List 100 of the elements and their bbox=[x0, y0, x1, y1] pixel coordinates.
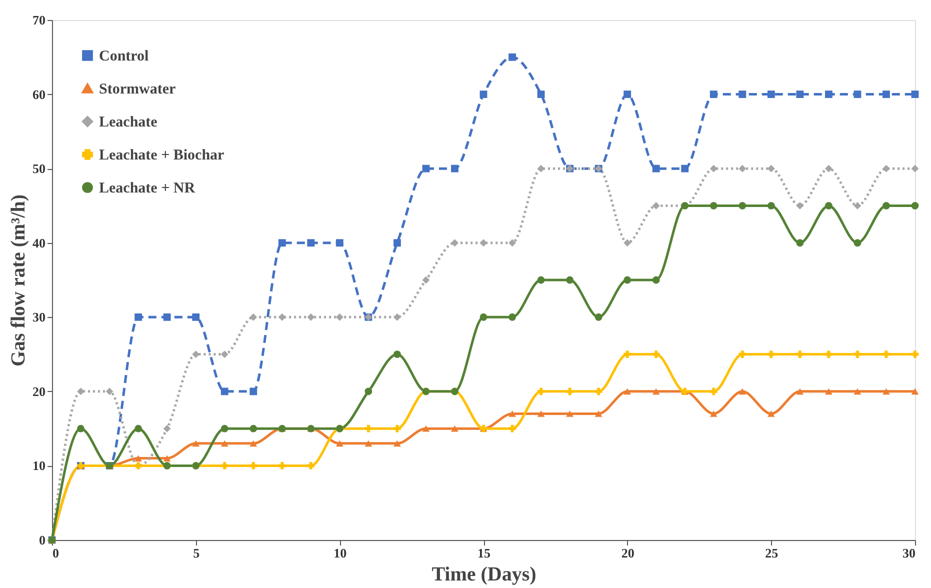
point bbox=[624, 388, 632, 395]
point bbox=[250, 388, 258, 396]
legend-label: Stormwater bbox=[99, 82, 176, 98]
point bbox=[911, 350, 919, 358]
point bbox=[681, 164, 689, 172]
y-axis-title: Gas flow rate (m³/h) bbox=[8, 194, 30, 367]
point bbox=[566, 388, 574, 396]
x-tick-label: 30 bbox=[902, 546, 916, 560]
point bbox=[508, 313, 516, 321]
point bbox=[710, 388, 718, 396]
y-tick-label: 70 bbox=[32, 12, 46, 28]
point bbox=[422, 164, 430, 172]
x-tick-label: 0 bbox=[52, 546, 59, 560]
point bbox=[824, 164, 832, 172]
point bbox=[393, 239, 401, 247]
point bbox=[594, 313, 602, 321]
point bbox=[364, 440, 372, 447]
point bbox=[710, 164, 718, 172]
point bbox=[508, 410, 516, 417]
point bbox=[854, 388, 862, 395]
point bbox=[134, 424, 142, 432]
point bbox=[854, 202, 862, 210]
point bbox=[767, 164, 775, 172]
point bbox=[624, 239, 632, 247]
point bbox=[278, 239, 286, 247]
point bbox=[422, 425, 430, 432]
point bbox=[738, 350, 746, 358]
point bbox=[451, 239, 458, 247]
point bbox=[307, 313, 315, 321]
point bbox=[624, 90, 632, 98]
point bbox=[77, 424, 84, 432]
point bbox=[854, 90, 862, 98]
point bbox=[393, 440, 401, 447]
point bbox=[652, 276, 660, 284]
point bbox=[796, 350, 804, 358]
point bbox=[508, 424, 516, 432]
point bbox=[451, 164, 458, 172]
point bbox=[738, 164, 746, 172]
point bbox=[106, 388, 114, 396]
x-tick-label: 15 bbox=[478, 546, 491, 560]
point bbox=[163, 424, 171, 432]
point bbox=[824, 388, 832, 395]
point bbox=[163, 313, 171, 321]
point bbox=[738, 202, 746, 210]
point bbox=[710, 202, 718, 210]
point bbox=[250, 424, 258, 432]
y-tick-label: 30 bbox=[32, 310, 46, 325]
point bbox=[911, 90, 919, 98]
point bbox=[336, 239, 344, 247]
point bbox=[220, 388, 228, 396]
y-tick-label: 20 bbox=[32, 384, 46, 399]
x-tick-label: 25 bbox=[765, 546, 779, 560]
point bbox=[767, 202, 775, 210]
point bbox=[192, 313, 200, 321]
point bbox=[336, 313, 344, 321]
point bbox=[710, 410, 718, 417]
point bbox=[824, 90, 832, 98]
point bbox=[882, 350, 890, 358]
point bbox=[767, 350, 775, 358]
point bbox=[882, 388, 890, 395]
point bbox=[220, 350, 228, 358]
point bbox=[796, 388, 804, 395]
point bbox=[911, 202, 919, 210]
y-tick-label: 40 bbox=[32, 235, 46, 250]
point bbox=[220, 440, 228, 447]
point bbox=[278, 462, 286, 470]
point bbox=[393, 313, 401, 321]
point bbox=[307, 239, 315, 247]
point bbox=[854, 350, 862, 358]
point bbox=[624, 276, 632, 284]
point bbox=[537, 388, 545, 396]
point bbox=[566, 410, 574, 417]
point bbox=[393, 424, 401, 432]
point bbox=[192, 350, 200, 358]
point bbox=[537, 410, 545, 417]
point bbox=[220, 424, 228, 432]
y-tick-label: 0 bbox=[39, 532, 46, 548]
point bbox=[738, 388, 746, 395]
point bbox=[824, 202, 832, 210]
x-tick-label: 5 bbox=[193, 546, 200, 560]
point bbox=[364, 388, 372, 396]
legend-label: Control bbox=[99, 48, 149, 64]
point bbox=[710, 90, 718, 98]
point bbox=[278, 313, 286, 321]
point bbox=[480, 90, 488, 98]
point bbox=[911, 388, 919, 395]
point bbox=[220, 462, 228, 470]
point bbox=[738, 90, 746, 98]
point bbox=[393, 350, 401, 358]
y-tick-label: 60 bbox=[32, 86, 46, 102]
x-axis-title: Time (Days) bbox=[432, 564, 536, 586]
y-tick-label: 10 bbox=[32, 458, 46, 474]
point bbox=[163, 455, 171, 462]
point bbox=[882, 164, 890, 172]
legend-label: Leachate + Biochar bbox=[99, 148, 225, 164]
point bbox=[134, 455, 142, 462]
point bbox=[652, 388, 660, 395]
point bbox=[594, 410, 602, 417]
point bbox=[537, 90, 545, 98]
point bbox=[882, 202, 890, 210]
